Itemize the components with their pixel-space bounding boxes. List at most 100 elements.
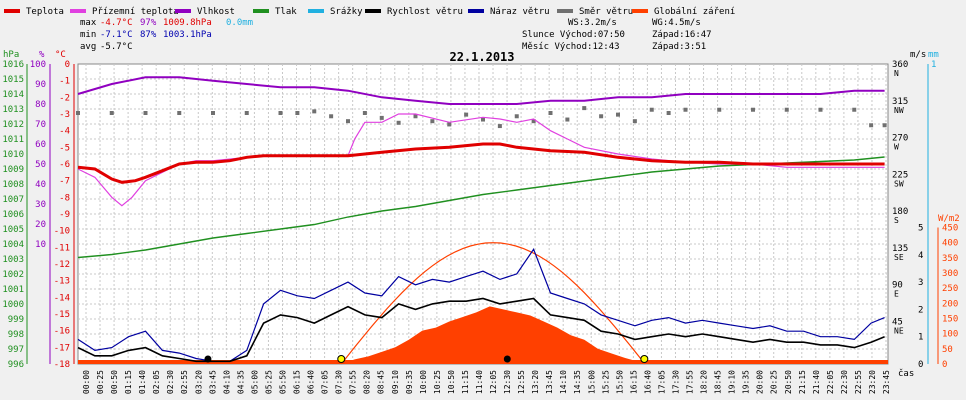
direction-point — [109, 111, 114, 115]
direction-tick: 315 — [892, 97, 908, 107]
pressure-tick: 1015 — [2, 75, 24, 85]
direction-point — [852, 107, 857, 112]
pressure-tick: 999 — [8, 315, 24, 325]
temperature-tick: -3 — [59, 110, 70, 120]
temperature-tick: 0 — [65, 60, 70, 70]
x-tick-label: 00:00 — [82, 370, 91, 394]
x-tick-label: 18:20 — [700, 370, 709, 394]
direction-point — [244, 111, 249, 115]
temperature-tick: -7 — [59, 177, 70, 187]
direction-point — [666, 111, 671, 115]
x-tick-label: 01:15 — [124, 370, 133, 394]
pressure-tick: 1007 — [2, 195, 24, 205]
direction-point — [143, 111, 148, 115]
unit-degc: °C — [55, 50, 66, 60]
legend-label: Směr větru — [579, 7, 633, 17]
legend-swatch — [70, 9, 86, 13]
pressure-tick: 1001 — [2, 285, 24, 295]
pressure-tick: 1012 — [2, 120, 24, 130]
stat-max-rain: 0.0mm — [226, 18, 253, 28]
temperature-tick: -10 — [54, 227, 70, 237]
x-tick-label: 19:10 — [728, 370, 737, 394]
legend-swatch — [557, 9, 573, 13]
x-tick-label: 05:25 — [264, 370, 273, 394]
rain-tick: 1 — [931, 60, 936, 70]
direction-point — [464, 112, 469, 117]
x-tick-label: 21:15 — [798, 370, 807, 394]
direction-point — [599, 114, 604, 119]
legend-swatch — [253, 9, 269, 13]
direction-tick: 360 — [892, 60, 908, 70]
x-tick-label: 10:50 — [447, 370, 456, 394]
pressure-tick: 1006 — [2, 210, 24, 220]
temperature-tick: -15 — [54, 310, 70, 320]
direction-point — [649, 107, 654, 112]
x-tick-label: 22:55 — [854, 370, 863, 394]
temperature-tick: -13 — [54, 277, 70, 287]
x-tick-label: 13:20 — [531, 370, 540, 394]
humidity-tick: 90 — [35, 80, 46, 90]
direction-point — [632, 119, 637, 124]
pressure-tick: 1011 — [2, 135, 24, 145]
humidity-tick: 100 — [30, 60, 46, 70]
humidity-tick: 80 — [35, 100, 46, 110]
temperature-tick: -11 — [54, 243, 70, 253]
x-tick-label: 09:35 — [405, 370, 414, 394]
x-tick-label: 10:25 — [433, 370, 442, 394]
stat-avg-temp: -5.7°C — [100, 42, 133, 52]
legend-swatch — [468, 9, 484, 13]
x-tick-label: 20:25 — [770, 370, 779, 394]
x-tick-label: 04:35 — [236, 370, 245, 394]
x-tick-label: 11:40 — [475, 370, 484, 394]
pressure-tick: 1005 — [2, 225, 24, 235]
direction-point — [514, 114, 519, 119]
x-tick-label: 12:05 — [489, 370, 498, 394]
pressure-tick: 997 — [8, 345, 24, 355]
x-tick-label: 23:45 — [882, 370, 891, 394]
legend-swatch — [365, 9, 381, 13]
x-tick-label: 05:50 — [278, 370, 287, 394]
unit-ms: m/s — [910, 50, 926, 60]
pressure-tick: 1009 — [2, 165, 24, 175]
temperature-tick: -8 — [59, 193, 70, 203]
direction-compass: NE — [894, 326, 904, 335]
legend-label: Náraz větru — [490, 7, 550, 17]
x-tick-label: 22:05 — [826, 370, 835, 394]
x-tick-label: 20:00 — [756, 370, 765, 394]
legend: Teplota Přízemní teplota Vlhkost Tlak Srážky… — [4, 7, 735, 17]
pressure-tick: 1000 — [2, 300, 24, 310]
legend-swatch — [175, 9, 191, 13]
direction-compass: SW — [894, 179, 904, 188]
direction-point — [329, 114, 334, 119]
x-tick-label: 07:30 — [335, 370, 344, 394]
x-tick-label: 15:25 — [601, 370, 610, 394]
x-tick-label: 22:30 — [840, 370, 849, 394]
direction-point — [683, 107, 688, 112]
stat-min-press: 1003.1hPa — [163, 30, 212, 40]
x-tick-label: 04:10 — [222, 370, 231, 394]
direction-point — [76, 111, 80, 115]
x-tick-label: 02:55 — [180, 370, 189, 394]
direction-point — [481, 117, 485, 122]
radiation-tick: 250 — [942, 284, 958, 294]
x-tick-label: 01:40 — [138, 370, 147, 394]
direction-compass: SE — [894, 253, 904, 262]
wind-tick: 2 — [918, 305, 923, 315]
direction-tick: 180 — [892, 207, 908, 217]
x-tick-label: 18:45 — [714, 370, 723, 394]
x-tick-label: 10:00 — [419, 370, 428, 394]
wind-tick: 1 — [918, 333, 923, 343]
legend-label: Teplota — [26, 7, 64, 17]
radiation-tick: 0 — [942, 360, 947, 370]
pressure-tick: 998 — [8, 330, 24, 340]
humidity-tick: 30 — [35, 200, 46, 210]
x-tick-label: 17:55 — [686, 370, 695, 394]
pressure-tick: 1003 — [2, 255, 24, 265]
direction-point — [312, 109, 317, 114]
x-tick-label: 14:35 — [573, 370, 582, 394]
x-tick-label: 03:20 — [194, 370, 203, 394]
x-tick-label: 14:10 — [559, 370, 568, 394]
info-ws: WS:3.2m/s — [568, 18, 617, 28]
legend-label: Srážky — [330, 7, 363, 17]
